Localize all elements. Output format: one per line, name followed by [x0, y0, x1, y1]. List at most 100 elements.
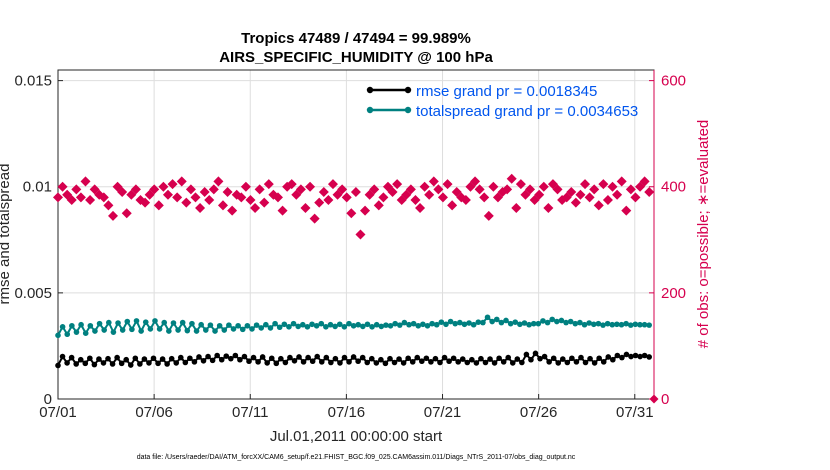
obs-count-marker — [552, 184, 563, 195]
obs-count-marker — [612, 189, 623, 200]
obs-count-marker — [130, 184, 141, 195]
obs-count-marker — [405, 184, 416, 195]
rmse-point — [64, 360, 70, 366]
obs-zero-marker — [649, 394, 659, 404]
rmse-point — [282, 359, 289, 366]
obs-count-marker — [121, 208, 132, 219]
rmse-point — [87, 355, 93, 362]
obs-count-marker — [62, 189, 73, 200]
obs-count-marker — [598, 179, 609, 190]
spread-point — [637, 321, 643, 328]
spread-point — [313, 322, 320, 329]
spread-point — [369, 324, 375, 330]
spread-point — [129, 326, 135, 333]
y-tick-label: 0.01 — [23, 179, 52, 196]
rmse-point — [387, 355, 393, 362]
obs-count-marker — [245, 195, 256, 206]
obs-count-marker — [337, 184, 348, 195]
obs-count-marker — [172, 192, 183, 203]
spread-point — [410, 320, 417, 327]
obs-count-marker — [332, 189, 343, 200]
spread-point — [457, 319, 463, 326]
spread-point — [641, 321, 648, 328]
obs-count-marker — [300, 202, 311, 213]
obs-count-marker — [85, 195, 96, 206]
rmse-point — [641, 352, 648, 359]
y2-tick-label: 600 — [661, 73, 686, 90]
obs-count-marker — [263, 179, 274, 190]
spread-point — [249, 326, 255, 332]
rmse-point — [55, 362, 61, 369]
spread-point — [360, 323, 366, 330]
rmse-point — [305, 354, 311, 361]
rmse-point — [241, 353, 248, 360]
rmse-point — [300, 359, 307, 365]
obs-count-marker — [575, 189, 586, 200]
rmse-point — [378, 356, 384, 363]
obs-count-marker — [57, 181, 68, 192]
spread-point — [59, 324, 66, 330]
obs-count-marker — [415, 202, 426, 213]
rmse-point — [359, 354, 366, 361]
spread-point — [443, 321, 449, 328]
rmse-point — [559, 356, 566, 362]
rmse-point — [141, 356, 148, 362]
rmse-point — [332, 355, 339, 362]
spread-point — [424, 322, 431, 329]
obs-count-marker — [254, 184, 265, 195]
rmse-point — [237, 356, 243, 363]
rmse-point — [450, 355, 457, 362]
obs-count-marker — [460, 195, 471, 206]
spread-point — [64, 331, 71, 338]
rmse-point — [478, 355, 484, 362]
obs-count-marker — [112, 181, 123, 192]
obs-count-marker — [240, 181, 251, 192]
spread-point — [286, 324, 292, 330]
obs-count-marker — [428, 176, 439, 187]
obs-count-marker — [272, 192, 283, 203]
spread-point — [364, 321, 371, 328]
spread-point — [498, 319, 505, 326]
spread-point — [290, 320, 297, 327]
y2-axis-label: # of obs: o=possible; ∗=evaluated — [695, 120, 712, 349]
spread-point — [170, 320, 177, 326]
obs-count-marker — [630, 192, 641, 203]
obs-count-marker — [607, 181, 618, 192]
spread-point — [503, 317, 509, 324]
spread-point — [166, 328, 172, 334]
obs-count-marker — [66, 195, 77, 206]
obs-count-marker — [195, 202, 206, 213]
spread-point — [193, 328, 200, 334]
rmse-point — [619, 354, 625, 361]
obs-count-marker — [465, 181, 476, 192]
obs-count-marker — [103, 200, 114, 211]
obs-count-marker — [250, 202, 261, 213]
rmse-point — [268, 355, 275, 362]
obs-count-marker — [401, 189, 412, 200]
obs-count-marker — [525, 184, 536, 195]
rmse-point — [537, 355, 543, 362]
obs-count-marker — [153, 200, 164, 211]
spread-point — [92, 328, 98, 334]
rmse-point — [623, 351, 630, 358]
rmse-point — [569, 355, 575, 362]
rmse-point — [214, 352, 220, 359]
rmse-point — [68, 354, 75, 361]
x-tick-label: 07/31 — [616, 404, 654, 421]
obs-count-marker — [286, 179, 297, 190]
spread-point — [600, 322, 606, 328]
rmse-point — [209, 357, 216, 364]
obs-count-marker — [387, 187, 398, 198]
spread-point — [327, 321, 334, 328]
spread-point — [554, 318, 560, 325]
rmse-point — [137, 361, 143, 367]
y2-tick-label: 0 — [661, 391, 669, 408]
rmse-point — [291, 357, 298, 364]
spread-point — [567, 318, 574, 325]
obs-count-marker — [126, 189, 137, 200]
spread-point — [184, 327, 191, 334]
spread-point — [530, 320, 537, 327]
obs-count-marker — [323, 195, 334, 206]
rmse-point — [346, 359, 352, 365]
rmse-point — [591, 360, 598, 366]
